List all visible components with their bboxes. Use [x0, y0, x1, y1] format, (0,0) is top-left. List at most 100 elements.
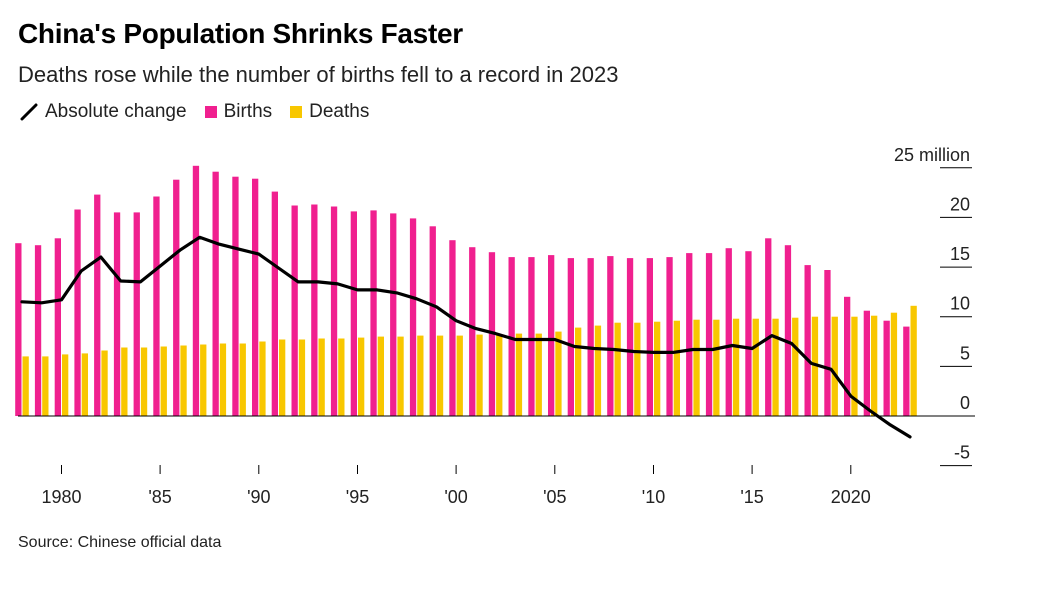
births-bar	[370, 210, 377, 416]
births-bar	[449, 240, 456, 416]
deaths-bar	[575, 327, 582, 416]
y-tick-label: 20	[950, 194, 970, 214]
deaths-bar	[752, 318, 759, 416]
deaths-bar	[121, 347, 128, 416]
deaths-bar	[22, 356, 29, 416]
births-bar	[725, 248, 732, 416]
deaths-bar	[910, 305, 917, 416]
deaths-bar	[634, 322, 641, 416]
deaths-bar	[160, 346, 167, 416]
deaths-bar	[594, 325, 602, 416]
deaths-bar	[42, 356, 49, 416]
chart-legend: Absolute change Births Deaths	[20, 101, 387, 123]
births-bar	[212, 171, 219, 416]
births-bar	[74, 209, 81, 416]
deaths-bar	[792, 317, 799, 416]
deaths-bar	[871, 315, 878, 416]
deaths-bar	[436, 335, 444, 416]
deaths-bar	[732, 318, 740, 416]
births-bar	[350, 211, 357, 416]
births-bar	[173, 179, 180, 416]
births-bar	[54, 238, 61, 416]
births-bar	[587, 258, 594, 416]
deaths-bar	[476, 334, 483, 416]
x-tick-label: '10	[642, 487, 665, 507]
deaths-bar	[200, 344, 207, 416]
y-tick-label: -5	[954, 443, 970, 463]
deaths-bar	[259, 341, 266, 416]
legend-label-births: Births	[223, 101, 273, 122]
deaths-bar	[496, 334, 503, 416]
births-bar	[508, 257, 515, 416]
births-bar	[705, 253, 713, 416]
deaths-bar	[279, 339, 286, 416]
x-tick-label: '95	[346, 487, 369, 507]
deaths-bar	[614, 322, 621, 416]
deaths-swatch-icon	[290, 106, 303, 118]
births-bar	[409, 218, 417, 416]
deaths-bar	[62, 354, 69, 416]
absolute-change-line	[20, 235, 912, 439]
deaths-bar	[140, 347, 148, 416]
deaths-bar	[713, 319, 720, 416]
deaths-bar	[180, 345, 187, 416]
deaths-bar	[693, 319, 700, 416]
births-bar	[548, 255, 555, 416]
births-bar	[291, 205, 298, 416]
deaths-bar	[515, 333, 523, 416]
deaths-bar	[298, 339, 306, 416]
deaths-bar	[358, 337, 365, 416]
deaths-bar	[772, 318, 779, 416]
deaths-bar	[654, 321, 661, 416]
y-tick-label: 5	[960, 343, 970, 363]
x-tick-label: '05	[543, 487, 566, 507]
deaths-bar	[101, 350, 108, 416]
births-bar	[626, 258, 634, 416]
legend-item-births: Births	[204, 101, 273, 123]
y-tick-label: 0	[960, 393, 970, 413]
births-bar	[824, 270, 831, 416]
legend-label-absolute-change: Absolute change	[45, 101, 187, 122]
births-bar	[745, 251, 752, 416]
births-bar	[469, 247, 476, 416]
deaths-bar	[377, 336, 384, 416]
legend-label-deaths: Deaths	[309, 101, 370, 122]
births-bar	[903, 326, 910, 416]
births-bar	[94, 194, 101, 416]
births-bar	[390, 213, 397, 416]
births-bar	[528, 257, 535, 416]
births-bar	[686, 253, 693, 416]
source-note: Source: Chinese official data	[18, 534, 222, 551]
deaths-bar	[219, 343, 227, 416]
births-bar	[192, 165, 200, 416]
deaths-bar	[318, 338, 325, 416]
deaths-bar	[417, 335, 424, 416]
deaths-bar	[890, 312, 898, 416]
x-tick-label: '00	[444, 487, 467, 507]
legend-item-absolute-change: Absolute change	[20, 101, 187, 123]
births-bar	[844, 296, 851, 416]
x-tick-label: 2020	[831, 487, 871, 507]
births-bar	[34, 245, 42, 416]
legend-item-deaths: Deaths	[290, 101, 369, 123]
births-bar	[607, 256, 614, 416]
births-bar	[804, 265, 811, 416]
births-bar	[113, 212, 121, 416]
chart-title: China's Population Shrinks Faster	[18, 18, 463, 49]
births-bar	[271, 191, 278, 416]
births-bar	[646, 258, 653, 416]
deaths-bar	[81, 353, 88, 416]
births-bar	[666, 257, 673, 416]
births-bar	[863, 310, 870, 416]
births-bar	[311, 204, 318, 416]
x-tick-label: '90	[247, 487, 270, 507]
deaths-bar	[831, 316, 838, 416]
x-tick-label: '85	[148, 487, 171, 507]
births-bar	[232, 176, 239, 416]
births-bar	[15, 243, 22, 416]
y-tick-label: 25 million	[894, 145, 970, 165]
deaths-bar	[338, 338, 345, 416]
deaths-bar	[456, 335, 463, 416]
deaths-bar	[851, 316, 858, 416]
deaths-bar	[811, 316, 819, 416]
